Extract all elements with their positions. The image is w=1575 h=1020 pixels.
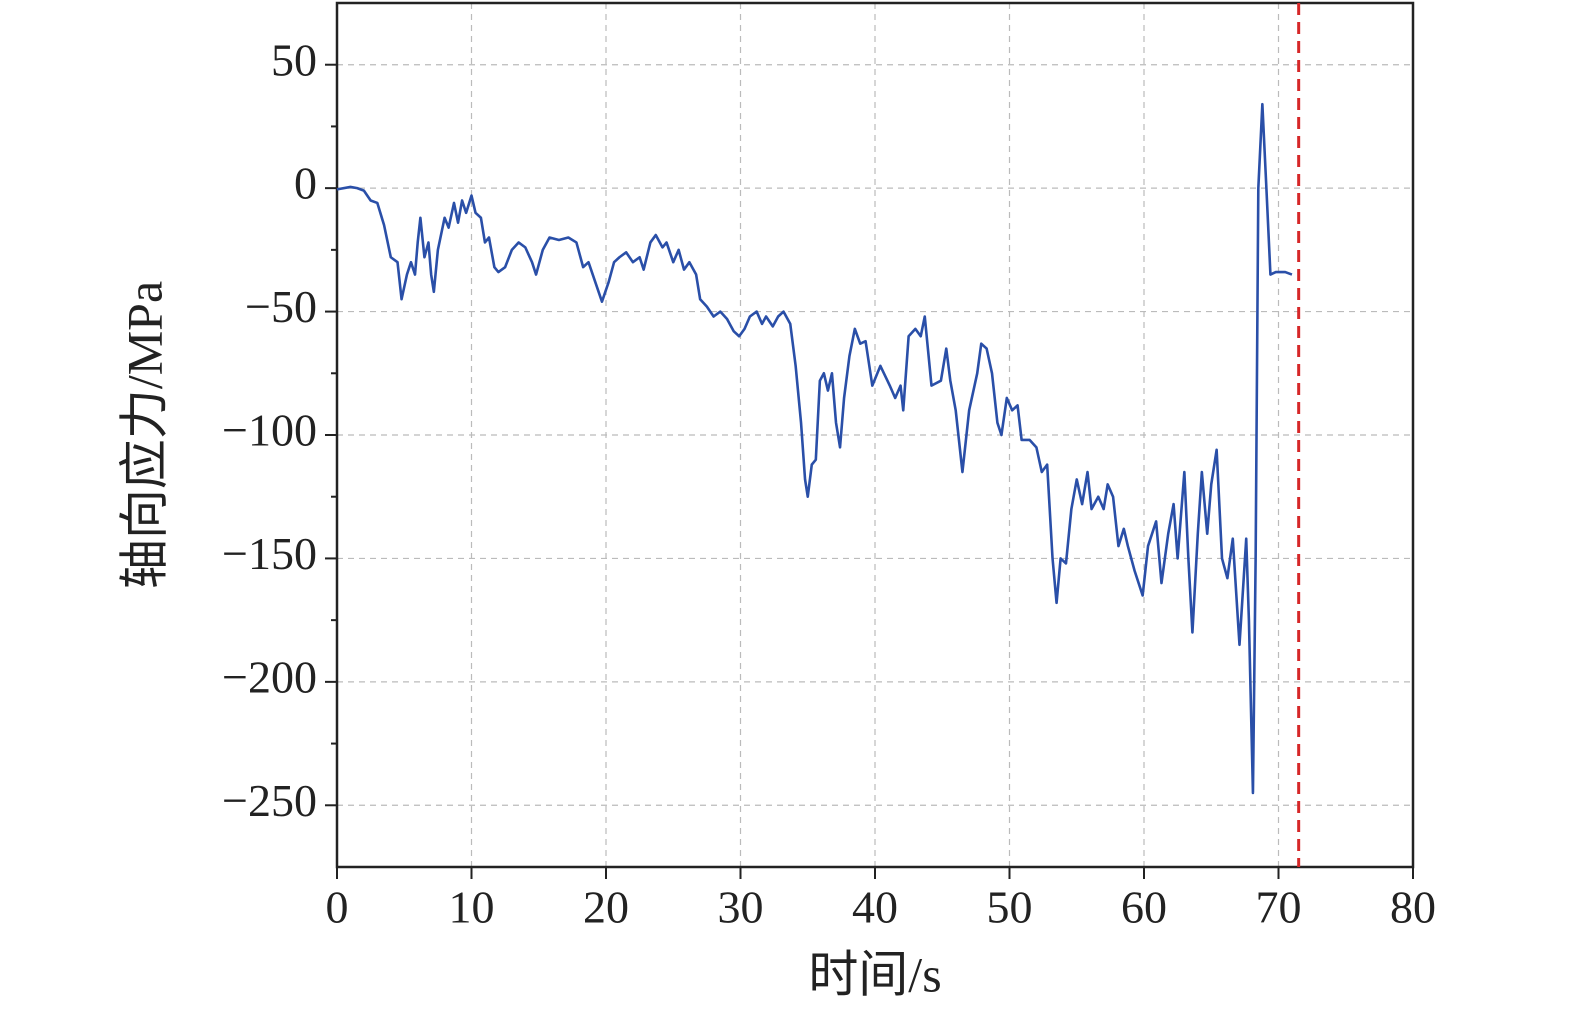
- y-tick-label: −50: [245, 281, 317, 332]
- y-tick-label: −100: [222, 405, 317, 456]
- x-tick-label: 50: [987, 882, 1033, 933]
- x-tick-label: 40: [852, 882, 898, 933]
- x-tick-label: 80: [1390, 882, 1436, 933]
- plot-frame: [335, 1, 1415, 869]
- x-tick-label: 10: [449, 882, 495, 933]
- x-axis-label: 时间/s: [808, 946, 941, 1002]
- y-tick-label: 0: [294, 158, 317, 209]
- x-tick-label: 30: [718, 882, 764, 933]
- data-line: [336, 102, 1293, 795]
- y-axis-label: 轴向应力/MPa: [116, 281, 172, 589]
- x-tick-label: 0: [326, 882, 349, 933]
- x-tick-label: 20: [583, 882, 629, 933]
- y-tick-label: −200: [222, 651, 317, 702]
- x-tick-label: 60: [1121, 882, 1167, 933]
- y-tick-label: 50: [271, 34, 317, 85]
- x-tick-label: 70: [1256, 882, 1302, 933]
- y-tick-label: −250: [222, 775, 317, 826]
- y-tick-label: −150: [222, 528, 317, 579]
